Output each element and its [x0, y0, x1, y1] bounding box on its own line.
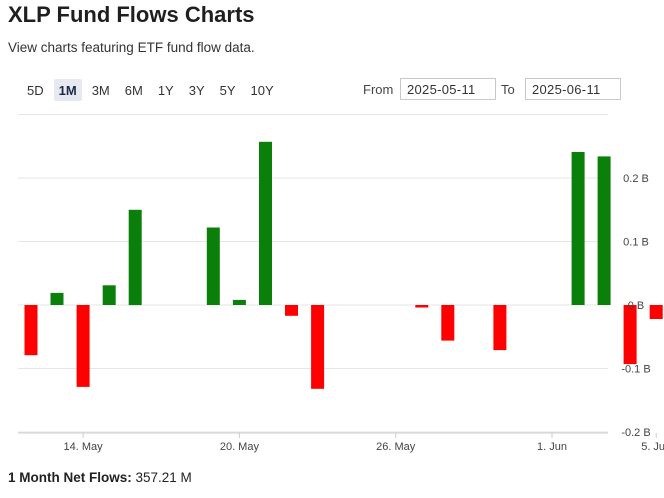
range-button-3m[interactable]: 3M [87, 79, 115, 101]
y-tick-label: 0.2 B [623, 173, 649, 185]
x-tick-label: 14. May [64, 441, 104, 453]
range-button-5y[interactable]: 5Y [215, 79, 241, 101]
chart-bar[interactable] [76, 305, 90, 387]
y-tick-label: 0.1 B [623, 237, 649, 249]
range-selector: 5D 1M 3M 6M 1Y 3Y 5Y 10Y [22, 79, 284, 101]
chart-bar[interactable] [24, 305, 38, 356]
chart-bar[interactable] [597, 156, 611, 305]
chart-bar[interactable] [50, 292, 64, 305]
from-label: From [363, 82, 394, 97]
chart-bar[interactable] [571, 152, 585, 305]
chart-bar[interactable] [232, 299, 246, 305]
net-flows-value: 357.21 M [135, 470, 192, 485]
chart-bar[interactable] [259, 141, 272, 305]
x-tick-label: 20. May [220, 441, 260, 453]
range-button-3y[interactable]: 3Y [184, 79, 210, 101]
x-tick-label: 5. Jun [641, 441, 664, 453]
range-button-1y[interactable]: 1Y [153, 79, 179, 101]
net-flows-label: 1 Month Net Flows: [8, 470, 132, 485]
to-label: To [501, 82, 515, 97]
net-flows-summary: 1 Month Net Flows: 357.21 M [8, 470, 192, 485]
page-title: XLP Fund Flows Charts [8, 2, 255, 27]
to-date-input[interactable] [525, 78, 621, 100]
chart-bar[interactable] [649, 305, 663, 319]
y-tick-label: -0.2 B [621, 427, 650, 439]
chart-bar[interactable] [311, 305, 325, 389]
page-subtitle: View charts featuring ETF fund flow data… [8, 40, 255, 55]
chart-bars [24, 141, 663, 389]
y-tick-label: 0 B [628, 300, 645, 312]
chart-bar[interactable] [128, 209, 142, 306]
range-button-1m[interactable]: 1M [53, 79, 82, 101]
y-tick-label: -0.1 B [621, 364, 650, 376]
fund-flows-chart: 0.2 B 0.1 B 0 B -0.1 B -0.2 B 14. May 20. May… [18, 114, 664, 453]
chart-bar[interactable] [285, 305, 298, 316]
range-button-6m[interactable]: 6M [120, 79, 148, 101]
chart-bar[interactable] [441, 305, 455, 341]
range-button-10y[interactable]: 10Y [246, 79, 279, 101]
chart-bar[interactable] [415, 305, 429, 308]
range-button-5d[interactable]: 5D [22, 79, 49, 101]
x-tick-label: 1. Jun [537, 441, 567, 453]
y-axis: 0.2 B 0.1 B 0 B -0.1 B -0.2 B [621, 173, 650, 439]
chart-bar[interactable] [102, 285, 116, 305]
chart-bar[interactable] [623, 305, 637, 365]
from-date-input[interactable] [400, 78, 496, 100]
chart-bar[interactable] [493, 305, 507, 351]
x-tick-label: 26. May [376, 441, 416, 453]
chart-bar[interactable] [206, 227, 220, 306]
